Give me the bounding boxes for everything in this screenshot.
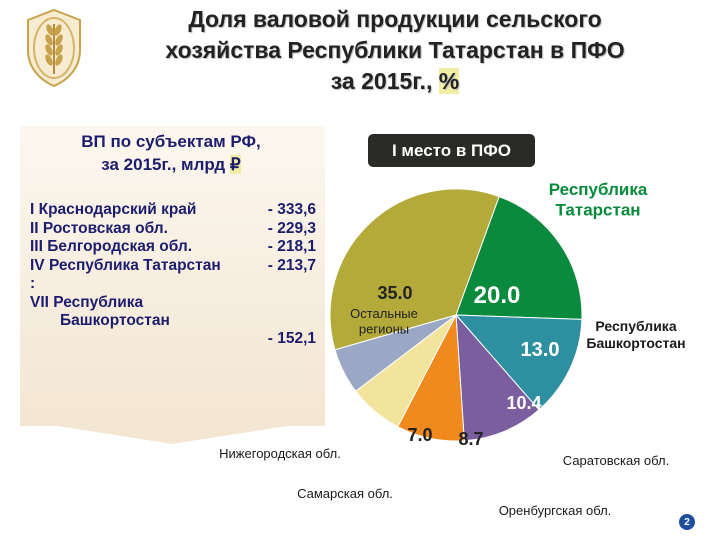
ranking-label: : xyxy=(30,275,36,292)
subtitle-line-2: за 2015г., млрд ₽ xyxy=(36,153,306,176)
slice-value-label: 10.4 xyxy=(506,393,541,413)
ranking-label: II Ростовская обл. xyxy=(30,219,168,237)
ministry-logo xyxy=(22,8,86,88)
slice-category-label: Татарстан xyxy=(555,200,640,219)
subtitle-line-1: ВП по субъектам РФ, xyxy=(81,132,261,151)
ranking-row: II Ростовская обл. - 229,3 xyxy=(30,220,320,239)
title-line-1: Доля валовой продукции сельского xyxy=(188,6,602,32)
slice-value-label: 35.0 xyxy=(377,283,412,303)
slice-value-label: 8.7 xyxy=(458,429,483,449)
ranking-row: Башкортостан - 152,1 xyxy=(30,312,320,349)
ranking-label: Башкортостан xyxy=(60,312,170,329)
pie-slice xyxy=(455,195,583,320)
page-title: Доля валовой продукции сельского хозяйст… xyxy=(95,4,695,97)
slice-category-label: Саратовская обл. xyxy=(563,453,669,468)
subtitle-unit: ₽ xyxy=(229,155,241,174)
ranking-value: - 333,6 xyxy=(267,201,316,218)
ranking-value: - 229,3 xyxy=(267,219,316,237)
ranking-label: III Белгородская обл. xyxy=(30,238,193,255)
ranking-label: I Краснодарский край xyxy=(30,201,197,218)
pie-slice xyxy=(455,313,540,442)
ranking-row: : xyxy=(30,275,320,294)
first-place-badge: I место в ПФО xyxy=(368,134,535,167)
slice-category-label: Остальные xyxy=(350,306,418,321)
subtitle-line-2-text: за 2015г., млрд xyxy=(101,155,230,174)
slice-category-label: Самарская обл. xyxy=(297,486,393,501)
title-line-3-text: за 2015г., xyxy=(330,68,439,94)
title-line-2: хозяйства Республики Татарстан в ПФО xyxy=(165,37,625,63)
pie-slice xyxy=(329,188,500,351)
ranking-list: I Краснодарский край - 333,6 II Ростовск… xyxy=(30,201,320,349)
slice-category-label: Республика xyxy=(595,318,676,334)
page-number: 2 xyxy=(679,514,695,530)
pie-slice xyxy=(454,314,583,411)
panel-subtitle: ВП по субъектам РФ, за 2015г., млрд ₽ xyxy=(36,130,306,176)
slice-category-label: Республика xyxy=(549,180,648,199)
ranking-row: III Белгородская обл. - 218,1 xyxy=(30,238,320,257)
ranking-row: I Краснодарский край - 333,6 xyxy=(30,201,320,220)
ranking-value: - 152,1 xyxy=(267,330,316,347)
ranking-value: - 213,7 xyxy=(267,256,316,274)
slice-category-label: Нижегородская обл. xyxy=(219,446,341,461)
ranking-value: - 218,1 xyxy=(267,238,316,255)
ranking-row: VII Республика xyxy=(30,294,320,313)
title-line-3: за 2015г., % xyxy=(95,66,695,97)
ranking-label: VII Республика xyxy=(30,293,144,311)
title-unit: % xyxy=(438,68,460,94)
ranking-panel xyxy=(20,126,325,426)
pie-slices xyxy=(329,188,583,442)
panel-arrow xyxy=(20,420,325,444)
slice-value-label: 7.0 xyxy=(407,425,432,445)
slice-category-label: Оренбургская обл. xyxy=(499,503,612,518)
slice-category-label: Башкортостан xyxy=(586,335,685,351)
ranking-label: IV Республика Татарстан xyxy=(30,256,221,274)
pie-labels: 20.0РеспубликаТатарстан13.0РеспубликаБаш… xyxy=(219,180,685,518)
slice-value-label: 20.0 xyxy=(474,282,521,309)
slice-value-label: 13.0 xyxy=(521,339,560,361)
ranking-row: IV Республика Татарстан - 213,7 xyxy=(30,257,320,276)
slice-category-label: регионы xyxy=(359,322,409,337)
